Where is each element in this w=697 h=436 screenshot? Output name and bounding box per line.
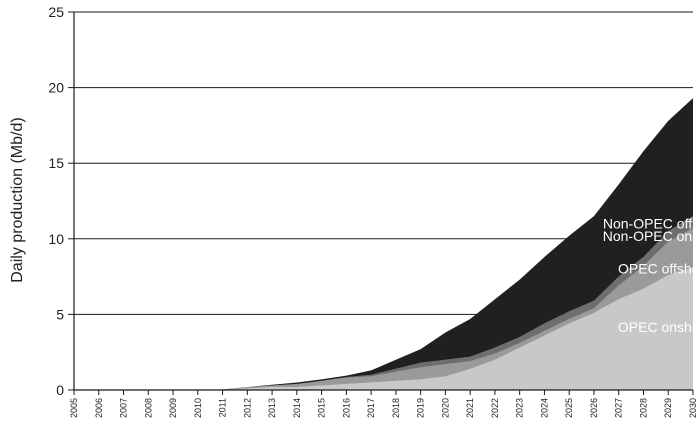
x-tick-label: 2010	[193, 398, 203, 418]
x-tick-label: 2015	[317, 398, 327, 418]
series-label-opec-onshore: OPEC onshore	[618, 319, 697, 335]
y-ticks: 0 5 10 15 20 25	[48, 4, 74, 398]
x-tick-label: 2030	[688, 398, 697, 418]
area-non-opec-offshore	[74, 98, 693, 391]
x-tick-label: 2008	[143, 398, 153, 418]
y-tick-label: 0	[56, 382, 64, 398]
series-label-non-opec-onshore: Non-OPEC onshore	[603, 228, 697, 244]
x-tick-label: 2014	[292, 398, 302, 418]
x-tick-label: 2028	[638, 398, 648, 418]
x-tick-label: 2013	[267, 398, 277, 418]
x-ticks: 2005 2006 2007 2008 2009 2010 2011 2012 2013 2014…	[69, 390, 697, 418]
axes	[73, 12, 693, 391]
y-tick-label: 15	[48, 155, 64, 171]
x-tick-label: 2005	[69, 398, 79, 418]
x-tick-label: 2016	[341, 398, 351, 418]
series-label-opec-offshore: OPEC offshore	[618, 260, 697, 276]
area-series	[74, 98, 693, 391]
y-tick-label: 10	[48, 231, 64, 247]
series-label-non-opec-offshore: Non-OPEC offshore	[603, 216, 697, 232]
x-tick-label: 2029	[663, 398, 673, 418]
x-tick-label: 2018	[391, 398, 401, 418]
x-tick-label: 2009	[168, 398, 178, 418]
x-tick-label: 2020	[440, 398, 450, 418]
x-tick-label: 2012	[242, 398, 252, 418]
x-tick-label: 2025	[564, 398, 574, 418]
x-tick-label: 2022	[490, 398, 500, 418]
area-opec-onshore	[74, 267, 693, 390]
y-tick-label: 25	[48, 4, 64, 20]
x-tick-label: 2027	[614, 398, 624, 418]
series-labels: OPEC onshore OPEC offshore Non-OPEC onshor…	[603, 216, 697, 336]
x-tick-label: 2021	[465, 398, 475, 418]
x-tick-label: 2024	[539, 398, 549, 418]
x-tick-label: 2026	[589, 398, 599, 418]
x-tick-label: 2011	[218, 398, 228, 417]
x-tick-label: 2023	[515, 398, 525, 418]
y-tick-label: 5	[56, 306, 64, 322]
x-tick-label: 2007	[119, 398, 129, 418]
x-tick-label: 2019	[416, 398, 426, 418]
x-tick-label: 2017	[366, 398, 376, 418]
y-axis-label: Daily production (Mb/d)	[9, 117, 26, 282]
y-tick-label: 20	[48, 80, 64, 96]
x-tick-label: 2006	[94, 398, 104, 418]
